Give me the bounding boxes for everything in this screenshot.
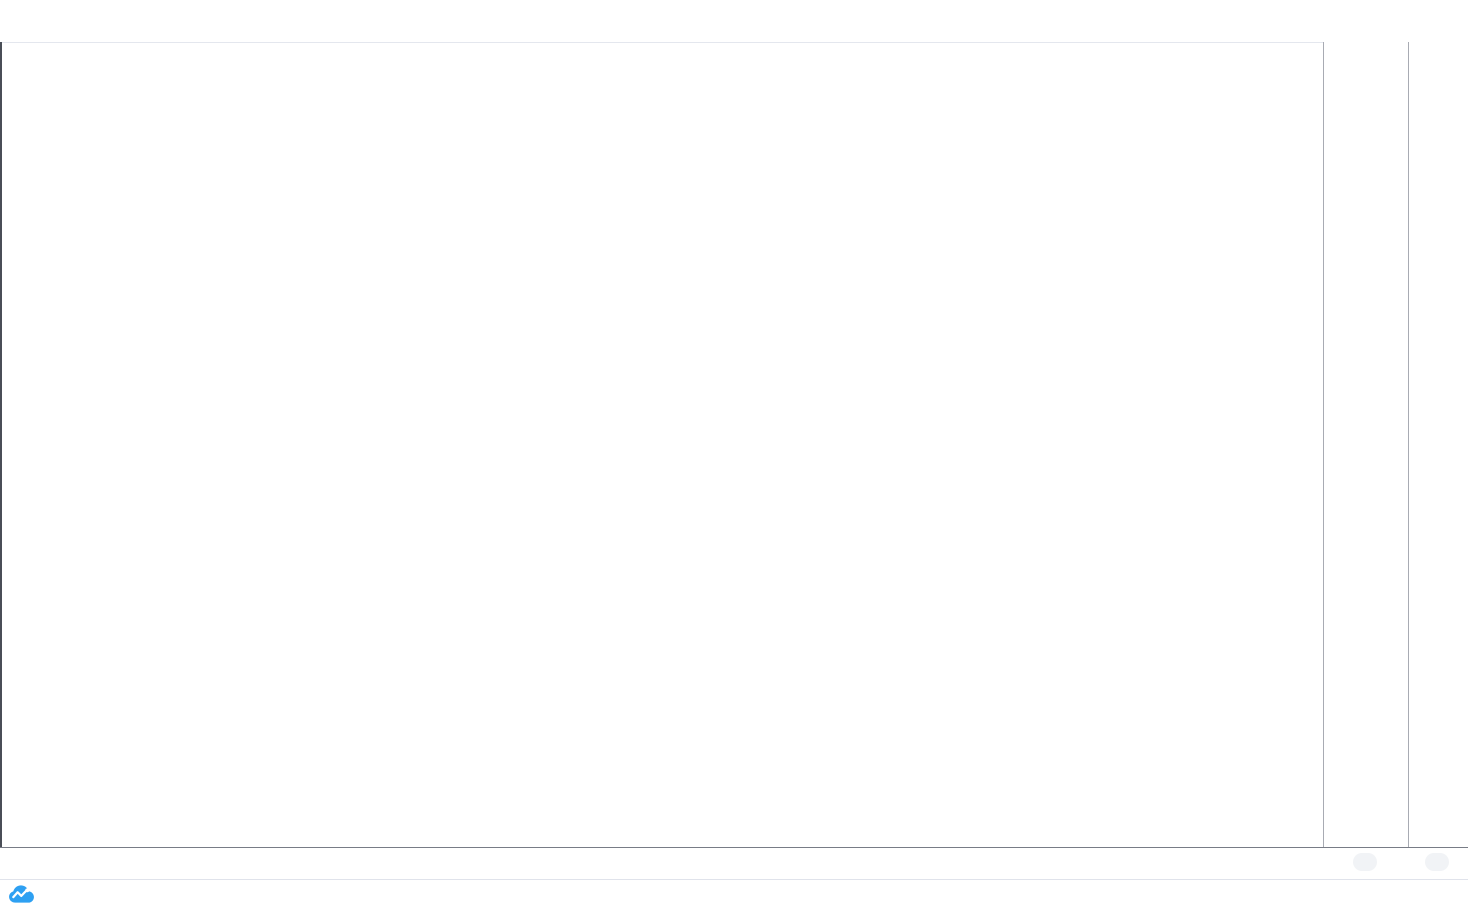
scale-b-toggle[interactable] (1425, 853, 1449, 871)
scale-a-toggle[interactable] (1353, 853, 1377, 871)
chart-top-border (0, 42, 1468, 43)
tradingview-logo[interactable] (8, 884, 41, 904)
price-scale-a[interactable] (1324, 42, 1408, 847)
chart-plot-area[interactable] (0, 42, 1323, 847)
axis-b-separator (1408, 42, 1409, 879)
plot-left-border (0, 42, 2, 847)
symbol-legend (8, 21, 18, 36)
tradingview-cloud-icon (9, 885, 34, 903)
overlay-price-badge (1410, 0, 1466, 18)
price-scale-b[interactable] (1409, 42, 1468, 847)
axis-a-separator (1323, 42, 1324, 879)
bar-countdown-badge (1354, 0, 1406, 17)
time-axis[interactable] (0, 847, 1468, 880)
